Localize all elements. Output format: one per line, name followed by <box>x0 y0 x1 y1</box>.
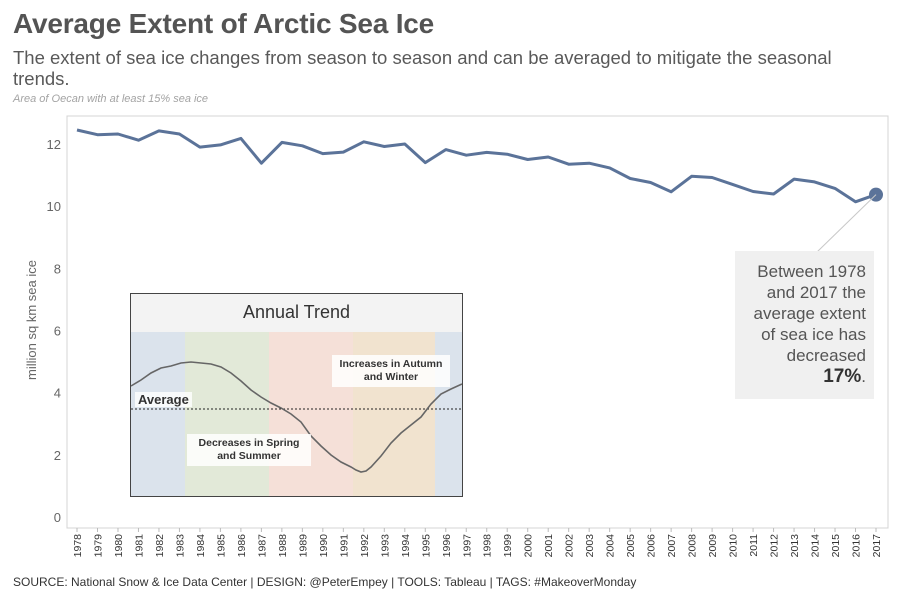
callout-leader <box>816 194 877 253</box>
footer-credits: SOURCE: National Snow & Ice Data Center … <box>13 575 637 589</box>
y-tick-label: 8 <box>54 261 61 276</box>
annual-cycle-curve <box>131 361 462 473</box>
decrease-label: Decreases in Spring and Summer <box>187 434 311 466</box>
annotation-percent: 17% <box>823 366 862 387</box>
annual-trend-inset: Annual Trend Average Increases in Autumn… <box>130 293 463 497</box>
y-tick-label: 12 <box>47 137 61 152</box>
x-tick-label: 2007 <box>666 534 678 558</box>
x-tick-label: 1996 <box>441 534 453 558</box>
annotation-period: . <box>861 367 866 386</box>
x-tick-label: 2005 <box>625 534 637 558</box>
x-tick-label: 1999 <box>502 534 514 558</box>
page-subtitle: The extent of sea ice changes from seaso… <box>13 47 832 89</box>
series-line <box>76 128 877 204</box>
x-tick-label: 2002 <box>564 534 576 558</box>
annotation-body: Between 1978 and 2017 the average extent… <box>753 262 866 365</box>
increase-label: Increases in Autumn and Winter <box>332 355 450 387</box>
x-tick-label: 2006 <box>646 534 658 558</box>
x-tick-label: 1998 <box>482 534 494 558</box>
x-tick-label: 2004 <box>605 534 617 558</box>
x-tick-label: 2000 <box>523 534 535 558</box>
x-tick-label: 2003 <box>584 534 596 558</box>
x-tick-label: 1981 <box>133 534 145 558</box>
inset-title: Annual Trend <box>242 302 351 322</box>
x-tick-label: 1993 <box>379 534 391 558</box>
annotation-text: Between 1978 and 2017 the average extent… <box>736 261 866 387</box>
x-tick-label: 1988 <box>277 534 289 558</box>
x-tick-label: 1997 <box>461 534 473 558</box>
y-tick-label: 4 <box>54 386 61 401</box>
x-tick-label: 1980 <box>113 534 125 558</box>
x-tick-label: 1986 <box>236 534 248 558</box>
x-tick-label: 2013 <box>789 534 801 558</box>
x-tick-label: 1985 <box>215 534 227 558</box>
x-tick-label: 1990 <box>318 534 330 558</box>
x-tick-label: 1987 <box>256 534 268 558</box>
chart-note: Area of Oecan with at least 15% sea ice <box>13 93 209 105</box>
x-tick-label: 1978 <box>72 534 84 558</box>
y-tick-label: 10 <box>47 199 61 214</box>
x-tick-label: 2001 <box>543 534 555 558</box>
x-tick-label: 1984 <box>195 534 207 558</box>
chart-axes: 0 2 4 6 8 10 12 1978 1979 1980 1981 1982 1983 1984 198… <box>47 115 889 558</box>
y-axis-label: million sq km sea ice <box>24 260 39 380</box>
x-tick-label: 1979 <box>92 534 104 558</box>
x-tick-label: 2008 <box>687 534 699 558</box>
x-tick-label: 1995 <box>420 534 432 558</box>
plot-frame <box>66 115 889 529</box>
x-tick-label: 1994 <box>400 534 412 558</box>
x-tick-label: 2011 <box>748 534 760 557</box>
chart-marks <box>76 128 883 204</box>
page-title: Average Extent of Arctic Sea Ice <box>13 8 435 39</box>
season-band-spring <box>185 332 269 496</box>
x-tick-label: 1991 <box>338 534 350 558</box>
x-tick-label: 2009 <box>707 534 719 558</box>
x-tick-label: 1983 <box>174 534 186 558</box>
x-tick-label: 2017 <box>871 534 883 558</box>
x-tick-label: 1982 <box>154 534 166 558</box>
season-band-winter <box>131 332 185 496</box>
annotation-callout: Between 1978 and 2017 the average extent… <box>735 251 874 399</box>
x-tick-label: 1989 <box>297 534 309 558</box>
y-tick-label: 6 <box>54 323 61 338</box>
x-tick-label: 2016 <box>851 534 863 558</box>
x-tick-label: 2015 <box>830 534 842 558</box>
x-tick-label: 1992 <box>359 534 371 558</box>
y-tick-label: 2 <box>54 448 61 463</box>
x-tick-label: 2012 <box>769 534 781 558</box>
y-tick-label: 0 <box>54 510 61 525</box>
average-label: Average <box>135 392 192 407</box>
x-tick-label: 2014 <box>810 534 822 558</box>
x-tick-label: 2010 <box>728 534 740 558</box>
